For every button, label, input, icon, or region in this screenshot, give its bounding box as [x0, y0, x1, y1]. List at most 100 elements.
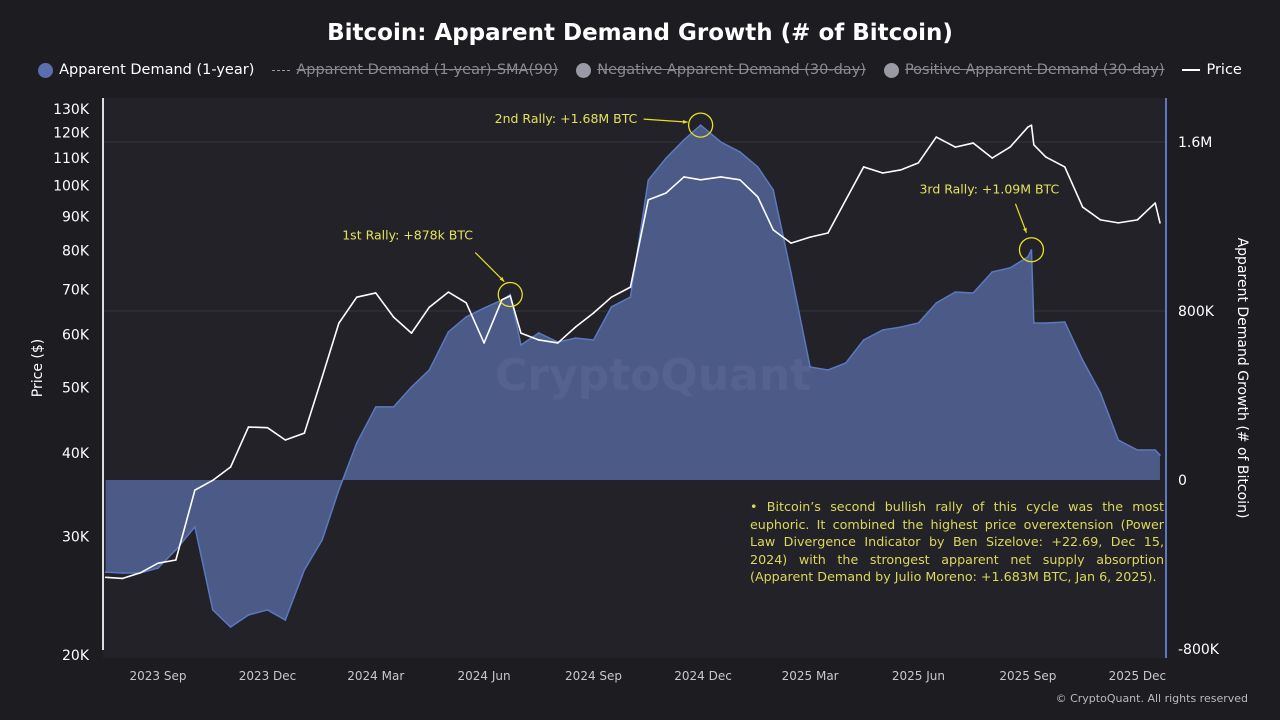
demand-point [465, 316, 468, 318]
chart-title: Bitcoin: Apparent Demand Growth (# of Bi… [327, 20, 953, 46]
left-tick-label: 130K [53, 102, 90, 118]
right-tick-label: 0 [1178, 473, 1187, 489]
price-point [665, 192, 667, 194]
annotation-arrow [474, 252, 505, 282]
price-point [501, 298, 503, 301]
demand-point [845, 362, 847, 364]
demand-point [355, 442, 358, 444]
demand-point [629, 296, 632, 298]
price-point [175, 559, 177, 561]
right-tick-label: 800K [1178, 304, 1215, 320]
price-point [1027, 126, 1029, 128]
price-point [1081, 206, 1084, 208]
price-point [1117, 222, 1120, 224]
price-point [845, 199, 847, 201]
demand-point [917, 322, 920, 324]
demand-point [665, 157, 667, 159]
left-tick-label: 110K [53, 151, 90, 167]
demand-point [935, 302, 938, 304]
copyright: © CryptoQuant. All rights reserved [1055, 692, 1248, 705]
demand-point [899, 326, 902, 328]
price-point [1009, 146, 1011, 148]
demand-point [972, 292, 974, 294]
watermark: CryptoQuant [495, 350, 812, 401]
price-point [447, 291, 450, 293]
price-point [954, 146, 957, 148]
price-point [772, 229, 775, 231]
demand-point [520, 344, 522, 346]
legend-item-price[interactable]: Price [1182, 62, 1242, 78]
y-axis-left-label: Price ($) [30, 338, 46, 398]
x-tick-label: 2025 Mar [782, 669, 839, 683]
demand-point [699, 124, 702, 126]
price-point [1033, 144, 1035, 146]
price-point [972, 142, 974, 144]
price-point [809, 236, 811, 238]
left-tick-label: 60K [62, 328, 90, 344]
series-layer [104, 124, 1161, 628]
demand-point [881, 329, 884, 331]
price-point [935, 136, 938, 138]
demand-point [862, 339, 865, 341]
price-point [592, 312, 595, 314]
price-point [355, 296, 358, 299]
legend-item-apparent-demand-sma[interactable]: Apparent Demand (1-year)-SMA(90) [272, 62, 558, 78]
price-point [699, 178, 702, 181]
x-tick-label: 2024 Mar [347, 669, 404, 683]
price-point [139, 572, 141, 574]
right-tick-label: -800K [1178, 642, 1220, 658]
price-point [247, 426, 250, 428]
price-point [739, 178, 741, 181]
demand-point [392, 406, 395, 408]
demand-point [647, 179, 650, 181]
demand-point [1136, 449, 1139, 451]
legend-label: Negative Apparent Demand (30-day) [597, 62, 866, 78]
left-tick-label: 80K [62, 244, 90, 260]
demand-point [321, 539, 324, 541]
price-point [790, 242, 792, 244]
demand-point [121, 572, 124, 574]
x-tick-label: 2024 Dec [674, 669, 732, 683]
price-point [557, 342, 559, 344]
price-point [720, 176, 722, 178]
demand-point [827, 369, 829, 371]
demand-point [1009, 267, 1011, 269]
demand-point [194, 526, 196, 528]
legend-item-apparent-demand[interactable]: Apparent Demand (1-year) [38, 62, 254, 78]
demand-point [338, 489, 340, 491]
x-tick-label: 2024 Jun [458, 669, 511, 683]
demand-point [104, 571, 107, 573]
x-tick-label: 2025 Sep [999, 669, 1056, 683]
demand-point [772, 189, 775, 191]
price-point [520, 332, 522, 334]
annotation-circle [1018, 237, 1045, 263]
price-point [1063, 166, 1066, 168]
left-tick-label: 20K [62, 648, 90, 664]
price-point [104, 576, 107, 579]
demand-point [610, 306, 613, 308]
price-point [428, 306, 431, 309]
price-point [647, 199, 650, 201]
y-axis-right-label: Apparent Demand Growth (# of Bitcoin) [1234, 237, 1250, 519]
demand-point [229, 626, 232, 628]
demand-point [1044, 322, 1047, 324]
legend-label: Apparent Demand (1-year)-SMA(90) [296, 62, 559, 78]
annotation-circle [497, 281, 523, 308]
demand-point [1154, 449, 1157, 451]
legend-item-negative-demand[interactable]: Negative Apparent Demand (30-day) [576, 62, 866, 78]
left-tick-label: 50K [62, 381, 90, 397]
demand-point [756, 166, 759, 168]
price-point [392, 316, 395, 318]
price-point [991, 157, 993, 159]
demand-point [175, 549, 177, 551]
annotation-label: 1st Rally: +878k BTC [342, 228, 473, 243]
demand-point [739, 151, 741, 153]
price-point [629, 286, 632, 288]
price-point [1159, 222, 1161, 224]
arrowhead-icon [682, 119, 688, 124]
annotation-arrow [1014, 203, 1028, 233]
legend-item-positive-demand[interactable]: Positive Apparent Demand (30-day) [883, 62, 1164, 78]
price-point [881, 172, 884, 174]
demand-point [1063, 321, 1066, 323]
annotations: 1st Rally: +878k BTC 2nd Rally: +1.68M BT… [342, 111, 1059, 308]
